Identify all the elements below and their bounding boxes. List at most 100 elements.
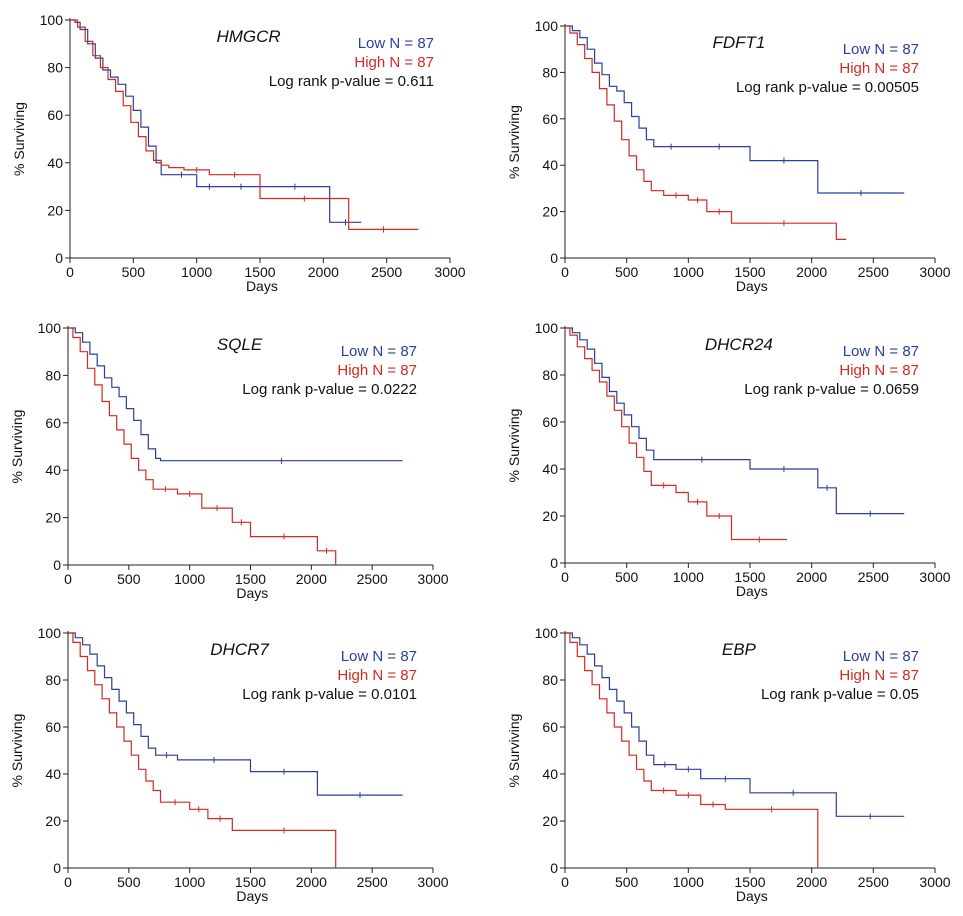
legend-low-n: Low N = 87 — [843, 41, 919, 58]
y-tick-label: 20 — [45, 813, 61, 829]
x-axis-title: Days — [236, 888, 268, 904]
legend-high-n: High N = 87 — [839, 667, 919, 684]
y-tick-label: 80 — [45, 672, 61, 688]
survival-panel-5: 0 500 1000 1500 2000 2500 3000 0 20 40 60 80 100 Days… — [9, 625, 449, 904]
x-axis-title: Days — [246, 278, 278, 294]
y-tick-label: 40 — [542, 766, 558, 782]
x-tick-label: 500 — [122, 264, 146, 280]
y-tick-label: 20 — [542, 813, 558, 829]
x-tick-label: 2500 — [858, 569, 889, 585]
y-axis-title: % Surviving — [9, 410, 25, 484]
y-tick-label: 0 — [550, 250, 558, 266]
x-tick-label: 1000 — [174, 874, 205, 890]
y-tick-label: 60 — [45, 719, 61, 735]
y-tick-label: 40 — [542, 461, 558, 477]
x-tick-label: 500 — [615, 569, 639, 585]
km-curve-low — [68, 632, 403, 796]
legend-low-n: Low N = 87 — [341, 343, 417, 360]
survival-panel-3: 0 500 1000 1500 2000 2500 3000 0 20 40 60 80 100 Days… — [9, 320, 449, 601]
y-tick-label: 20 — [542, 508, 558, 524]
y-tick-label: 80 — [542, 367, 558, 383]
x-tick-label: 0 — [561, 569, 569, 585]
legend-high-n: High N = 87 — [337, 362, 417, 379]
km-curve-low — [565, 327, 905, 515]
y-axis-title: % Surviving — [9, 714, 25, 788]
x-tick-label: 2000 — [796, 569, 827, 585]
y-tick-label: 40 — [45, 462, 61, 478]
x-axis-title: Days — [736, 888, 768, 904]
x-tick-label: 2000 — [296, 874, 327, 890]
legend-high-n: High N = 87 — [839, 362, 919, 379]
y-axis-title: % Surviving — [506, 409, 522, 483]
legend-high-n: High N = 87 — [839, 60, 919, 77]
x-tick-label: 3000 — [919, 569, 950, 585]
logrank-pvalue: Log rank p-value = 0.611 — [269, 73, 434, 90]
y-tick-label: 60 — [542, 719, 558, 735]
y-tick-label: 100 — [535, 18, 559, 34]
km-curve-high — [68, 632, 337, 868]
x-axis-title: Days — [236, 585, 268, 601]
y-tick-label: 80 — [542, 672, 558, 688]
y-tick-label: 20 — [45, 510, 61, 526]
y-axis-title: % Surviving — [506, 714, 522, 788]
y-tick-label: 60 — [542, 111, 558, 127]
gene-title: HMGCR — [216, 27, 280, 46]
x-axis-title: Days — [736, 583, 768, 599]
y-tick-label: 20 — [47, 202, 63, 218]
x-tick-label: 0 — [64, 571, 72, 587]
x-tick-label: 3000 — [417, 874, 448, 890]
km-curve-low — [565, 25, 905, 194]
x-tick-label: 1000 — [174, 571, 205, 587]
x-tick-label: 2000 — [308, 264, 339, 280]
x-tick-label: 1500 — [235, 571, 266, 587]
y-tick-label: 20 — [542, 204, 558, 220]
y-tick-label: 100 — [38, 320, 62, 336]
km-curve-high — [70, 19, 419, 230]
km-curve-high — [565, 632, 819, 868]
x-tick-label: 1000 — [181, 264, 212, 280]
legend-high-n: High N = 87 — [354, 54, 434, 71]
y-tick-label: 60 — [542, 414, 558, 430]
x-tick-label: 2500 — [357, 874, 388, 890]
x-tick-label: 500 — [117, 571, 141, 587]
km-curve-low — [565, 632, 905, 817]
x-tick-label: 3000 — [919, 264, 950, 280]
x-tick-label: 2000 — [796, 264, 827, 280]
survival-panel-2: 0 500 1000 1500 2000 2500 3000 0 20 40 60 80 100 Days… — [506, 18, 951, 294]
y-tick-label: 100 — [535, 625, 559, 641]
gene-title: DHCR24 — [705, 335, 773, 354]
x-tick-label: 2000 — [296, 571, 327, 587]
x-tick-label: 3000 — [919, 874, 950, 890]
x-tick-label: 2000 — [796, 874, 827, 890]
y-tick-label: 100 — [535, 320, 559, 336]
x-tick-label: 3000 — [417, 571, 448, 587]
legend-high-n: High N = 87 — [337, 667, 417, 684]
x-tick-label: 2500 — [858, 874, 889, 890]
logrank-pvalue: Log rank p-value = 0.0659 — [744, 381, 919, 398]
y-tick-label: 60 — [47, 107, 63, 123]
x-tick-label: 2500 — [371, 264, 402, 280]
x-tick-label: 1000 — [673, 874, 704, 890]
y-tick-label: 0 — [53, 557, 61, 573]
y-tick-label: 40 — [45, 766, 61, 782]
logrank-pvalue: Log rank p-value = 0.00505 — [736, 79, 919, 96]
km-curve-high — [565, 327, 787, 541]
gene-title: FDFT1 — [712, 33, 765, 52]
x-tick-label: 500 — [117, 874, 141, 890]
x-tick-label: 1000 — [673, 264, 704, 280]
survival-panel-4: 0 500 1000 1500 2000 2500 3000 0 20 40 60 80 100 Days… — [506, 320, 951, 599]
survival-panel-1: 0 500 1000 1500 2000 2500 3000 0 20 40 60 80 100 Days… — [11, 12, 466, 294]
y-tick-label: 80 — [542, 64, 558, 80]
x-tick-label: 0 — [561, 264, 569, 280]
legend-low-n: Low N = 87 — [843, 648, 919, 665]
x-tick-label: 500 — [615, 874, 639, 890]
x-tick-label: 2500 — [858, 264, 889, 280]
y-tick-label: 0 — [55, 250, 63, 266]
y-tick-label: 80 — [47, 60, 63, 76]
km-curve-high — [68, 327, 337, 565]
legend-low-n: Low N = 87 — [843, 343, 919, 360]
x-tick-label: 1500 — [244, 264, 275, 280]
km-curve-low — [70, 19, 362, 223]
x-tick-label: 500 — [615, 264, 639, 280]
